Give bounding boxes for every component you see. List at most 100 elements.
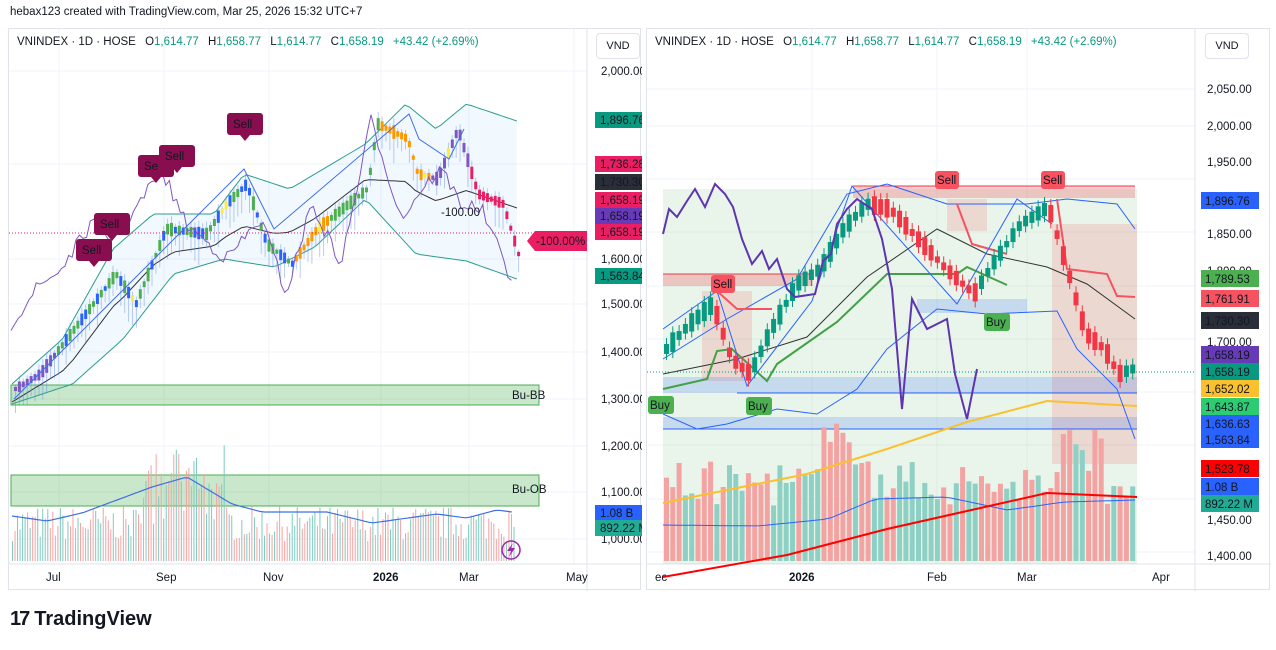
candle-body	[979, 275, 984, 289]
y-axis-tick-label: 1,400.00	[1207, 551, 1252, 563]
volume-bar	[897, 465, 903, 561]
symbol-title[interactable]: VNINDEX · 1D · HOSE	[655, 36, 774, 48]
sell-signal-marker[interactable]	[227, 113, 263, 135]
volume-bar	[62, 515, 64, 561]
price-tag-label: 1,730.30	[600, 177, 642, 189]
candle-body	[404, 133, 407, 142]
low-label: L	[270, 36, 277, 48]
volume-bar	[100, 523, 102, 561]
candle-body	[365, 187, 368, 193]
candle-body	[290, 260, 294, 267]
x-axis-tick-label: Sep	[156, 572, 176, 584]
candle-body	[372, 142, 376, 151]
candle-body	[248, 187, 251, 196]
buy-signal-label: Buy	[748, 401, 768, 413]
sell-signal-marker[interactable]	[159, 145, 195, 167]
y-axis-tick-label: 1,400.00	[601, 347, 642, 359]
volume-bar	[1048, 487, 1054, 561]
volume-bar	[12, 540, 13, 561]
volume-bar	[427, 512, 429, 561]
price-tag	[595, 174, 642, 190]
volume-bar	[972, 483, 978, 561]
volume-bar	[802, 475, 808, 561]
candle-body	[127, 286, 131, 299]
lightning-icon[interactable]	[501, 540, 521, 560]
volume-bar	[140, 523, 142, 561]
volume-bar	[226, 507, 228, 561]
symbol-title[interactable]: VNINDEX · 1D · HOSE	[17, 36, 136, 48]
candle-body	[240, 186, 244, 192]
price-tag-label: 1,658.19	[1205, 367, 1250, 379]
volume-bar	[49, 527, 51, 561]
price-chart-left[interactable]: 2,000.00 1,600.00 1,500.00 1,400.00 1,300.00…	[9, 29, 642, 591]
volume-bar	[211, 489, 213, 561]
candle-body	[771, 318, 777, 333]
buy-signal-marker[interactable]	[648, 396, 674, 414]
candle-body	[302, 244, 306, 251]
buy-signal-marker[interactable]	[984, 313, 1010, 331]
volume-bar	[32, 516, 34, 561]
volume-bar	[871, 497, 877, 561]
candle-body	[154, 252, 158, 258]
candle-body	[790, 283, 795, 301]
volume-bar	[301, 528, 303, 561]
volume-bar	[510, 514, 512, 561]
volume-bar	[377, 507, 379, 561]
sell-signal-marker[interactable]	[1041, 171, 1065, 189]
candle-body	[134, 300, 138, 308]
price-tag	[1201, 431, 1259, 448]
volume-bar	[435, 510, 437, 561]
candle-body	[287, 258, 290, 264]
price-tag-label: 1,658.19	[600, 211, 642, 223]
volume-bar	[342, 522, 344, 561]
candle-body	[470, 166, 474, 179]
volume-bar	[1098, 438, 1104, 561]
candle-body	[103, 286, 107, 291]
volume-bar	[216, 483, 218, 561]
bu-ob-zone	[10, 474, 540, 507]
volume-bar	[470, 515, 472, 561]
y-axis-tick-label: 1,500.00	[601, 299, 642, 311]
bu-bb-zone	[10, 384, 540, 406]
volume-bar	[236, 538, 238, 561]
volume-bar	[1105, 503, 1110, 561]
tradingview-logo[interactable]: 17 TradingView	[10, 608, 152, 631]
currency-button[interactable]: VND	[1205, 33, 1249, 59]
currency-button[interactable]: VND	[596, 33, 640, 59]
sell-signal-marker[interactable]	[76, 239, 112, 261]
volume-bar	[465, 537, 467, 561]
volume-bar	[54, 535, 56, 561]
price-tag-label: 1,789.53	[1205, 274, 1250, 286]
candle-body	[689, 313, 695, 332]
candle-body	[189, 226, 193, 238]
sell-signal-marker[interactable]	[935, 171, 959, 189]
volume-bar	[764, 473, 770, 561]
sell-signal-marker[interactable]	[94, 213, 130, 235]
volume-bar	[17, 515, 19, 561]
close-label: C	[968, 36, 977, 48]
candle-body	[216, 210, 220, 223]
volume-bar	[233, 539, 235, 561]
candle-body	[29, 376, 33, 384]
candle-body	[25, 378, 29, 386]
price-chart-right[interactable]: 2,050.002,000.001,950.001,850.001,800.00…	[647, 29, 1271, 591]
chart-panel-left[interactable]: VNINDEX · 1D · HOSE O1,614.77 H1,658.77 …	[8, 28, 642, 591]
volume-bar	[246, 533, 248, 561]
chart-panel-right[interactable]: VNINDEX · 1D · HOSE O1,614.77 H1,658.77 …	[646, 28, 1271, 591]
volume-bar	[314, 511, 316, 561]
buy-signal-marker[interactable]	[746, 397, 772, 415]
volume-bar	[720, 487, 726, 561]
volume-bar	[158, 496, 160, 561]
volume-bar	[150, 465, 152, 561]
candle-body	[146, 267, 150, 282]
candle-body	[17, 381, 21, 392]
y-axis-tick-label: 2,000.00	[601, 66, 642, 78]
volume-bar	[670, 487, 676, 561]
candle-body	[259, 222, 263, 231]
candle-body	[166, 223, 170, 235]
candle-body	[739, 362, 745, 372]
sell-signal-marker[interactable]	[711, 275, 735, 293]
volume-bar	[208, 483, 210, 561]
volume-bar	[75, 528, 76, 561]
volume-bar	[701, 468, 707, 561]
